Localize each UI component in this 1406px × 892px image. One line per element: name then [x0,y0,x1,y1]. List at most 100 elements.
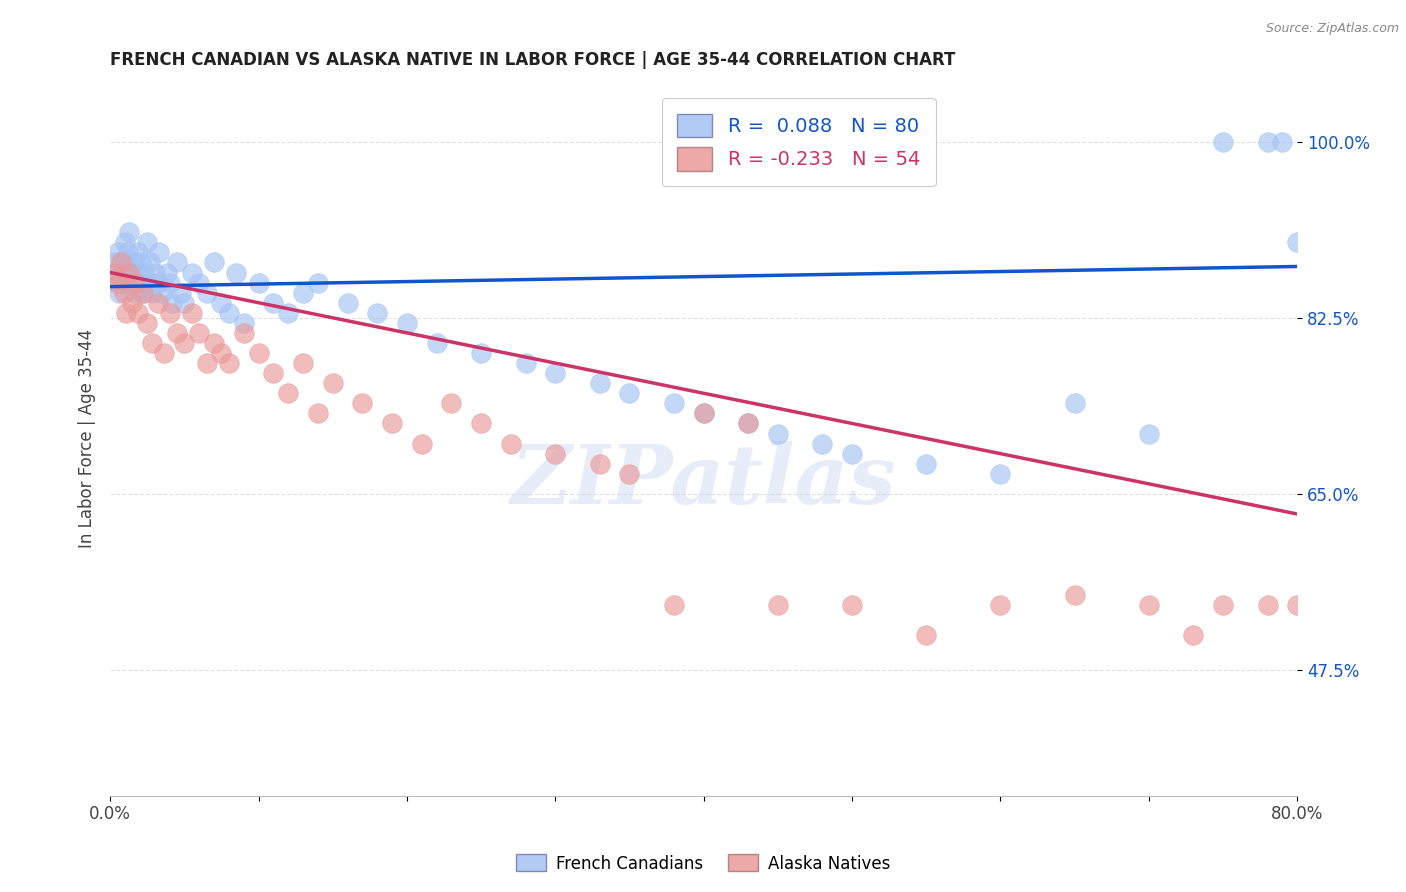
Point [841,447,863,461]
Point [134,266,156,280]
Point [737,417,759,431]
Point [115,306,138,320]
Point [662,396,685,410]
Point [159,306,181,320]
Point [188,326,211,340]
Point [544,447,567,461]
Point [105,276,128,290]
Point [118,266,141,280]
Point [112,285,135,300]
Point [692,406,714,420]
Point [307,406,329,420]
Point [470,346,492,360]
Point [128,276,150,290]
Point [101,266,124,280]
Point [336,295,359,310]
Point [366,306,388,320]
Point [132,285,155,300]
Point [247,346,270,360]
Point [166,326,188,340]
Point [218,356,240,370]
Point [104,255,127,269]
Point [143,266,166,280]
Point [232,316,254,330]
Point [180,306,202,320]
Point [108,285,131,300]
Point [225,266,247,280]
Point [139,255,162,269]
Point [118,225,141,239]
Point [146,276,169,290]
Point [141,285,163,300]
Point [915,457,938,471]
Point [395,316,418,330]
Point [1286,598,1309,612]
Point [138,276,160,290]
Point [1257,598,1279,612]
Point [121,295,143,310]
Point [127,245,149,260]
Point [1316,617,1339,632]
Point [195,356,218,370]
Point [544,366,567,380]
Point [411,436,433,450]
Point [120,266,142,280]
Point [127,306,149,320]
Point [515,356,537,370]
Point [1286,235,1309,250]
Point [766,598,789,612]
Point [131,255,153,269]
Point [1137,426,1160,441]
Point [1137,598,1160,612]
Point [426,335,449,350]
Point [159,276,181,290]
Point [470,417,492,431]
Point [124,276,146,290]
Point [381,417,404,431]
Point [262,366,284,380]
Point [125,266,148,280]
Text: FRENCH CANADIAN VS ALASKA NATIVE IN LABOR FORCE | AGE 35-44 CORRELATION CHART: FRENCH CANADIAN VS ALASKA NATIVE IN LABO… [110,51,956,69]
Point [122,255,145,269]
Point [1063,587,1085,601]
Text: Source: ZipAtlas.com: Source: ZipAtlas.com [1265,22,1399,36]
Point [136,235,159,250]
Point [114,255,136,269]
Legend: French Canadians, Alaska Natives: French Canadians, Alaska Natives [509,847,897,880]
Point [170,285,193,300]
Point [990,467,1012,481]
Point [841,598,863,612]
Legend: R =  0.088   N = 80, R = -0.233   N = 54: R = 0.088 N = 80, R = -0.233 N = 54 [662,98,935,186]
Point [110,255,132,269]
Point [737,417,759,431]
Point [121,276,143,290]
Point [1063,396,1085,410]
Point [499,436,522,450]
Point [117,245,139,260]
Point [173,335,195,350]
Point [440,396,463,410]
Point [148,245,170,260]
Point [352,396,374,410]
Point [155,266,177,280]
Point [1182,628,1205,642]
Point [209,295,232,310]
Point [180,266,202,280]
Point [107,276,129,290]
Point [811,436,834,450]
Point [209,346,232,360]
Point [1257,135,1279,149]
Point [277,306,299,320]
Point [589,457,612,471]
Point [1360,628,1382,642]
Point [262,295,284,310]
Point [990,598,1012,612]
Point [162,295,184,310]
Point [766,426,789,441]
Point [110,255,132,269]
Point [218,306,240,320]
Point [232,326,254,340]
Point [104,266,127,280]
Point [111,266,134,280]
Point [1212,598,1234,612]
